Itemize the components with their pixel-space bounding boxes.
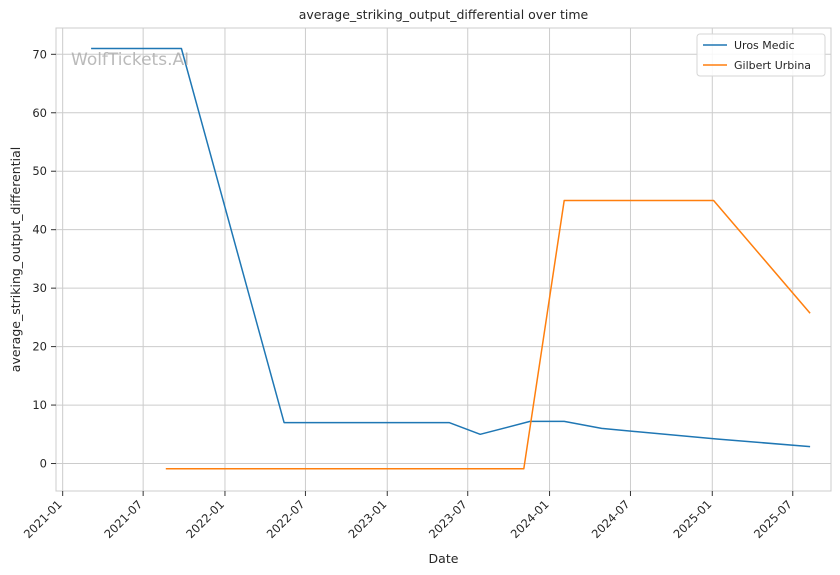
x-axis-title: Date: [429, 551, 459, 566]
y-axis-title: average_striking_output_differential: [8, 147, 23, 372]
legend-label: Uros Medic: [734, 39, 795, 52]
legend-box: [696, 33, 826, 77]
y-tick-label: 40: [32, 223, 47, 237]
grid: [56, 28, 831, 491]
y-axis: 0 10 20 30 40 50 60 70: [32, 47, 56, 471]
plot-frame: [55, 27, 832, 492]
y-tick-label: 20: [32, 340, 47, 354]
watermark-text: WolfTickets.AI: [71, 50, 189, 70]
legend-label: Gilbert Urbina: [734, 59, 811, 72]
y-tick-label: 10: [32, 398, 47, 412]
y-tick-label: 30: [32, 281, 47, 295]
series-line-gilbert-urbina: [165, 199, 811, 470]
legend: Uros Medic Gilbert Urbina: [696, 33, 826, 77]
y-tick-label: 50: [32, 164, 47, 178]
y-tick-label: 70: [32, 47, 47, 61]
series-lines: [91, 47, 811, 470]
y-tick-label: 0: [40, 457, 47, 471]
chart-title: average_striking_output_differential ove…: [299, 7, 589, 22]
y-tick-label: 60: [32, 106, 47, 120]
series-line-uros-medic: [91, 47, 811, 448]
